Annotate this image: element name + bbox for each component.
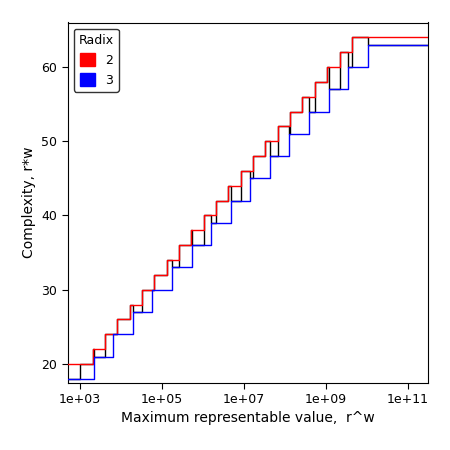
X-axis label: Maximum representable value,  r^w: Maximum representable value, r^w [121,411,374,425]
Legend: 2, 3: 2, 3 [74,29,119,91]
Y-axis label: Complexity, r*w: Complexity, r*w [22,147,36,258]
